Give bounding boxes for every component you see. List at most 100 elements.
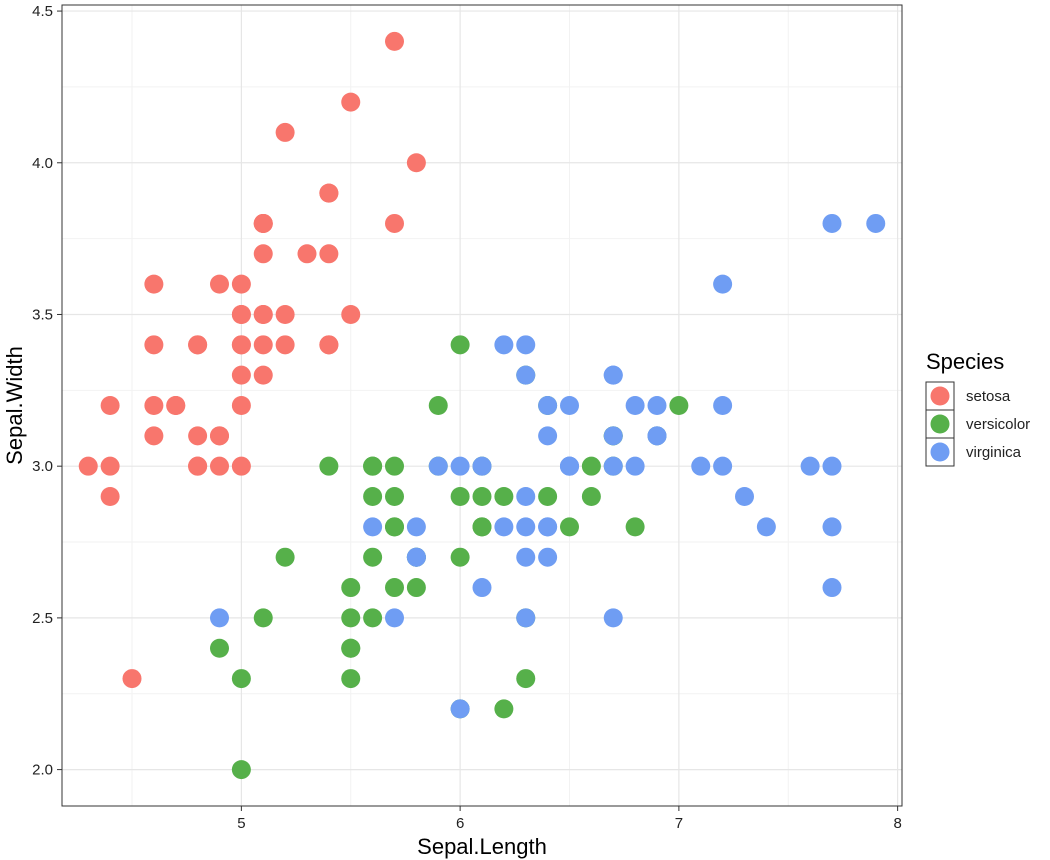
data-point-virginica: [560, 396, 579, 415]
data-point-setosa: [275, 304, 295, 324]
data-point-setosa: [188, 335, 208, 355]
data-point-versicolor: [253, 608, 273, 628]
data-point-setosa: [210, 426, 229, 446]
y-tick-label: 3.5: [32, 306, 53, 323]
data-point-virginica: [713, 396, 733, 415]
data-point-virginica: [866, 213, 886, 233]
legend-label-setosa: setosa: [966, 388, 1011, 405]
data-point-setosa: [319, 335, 339, 355]
data-point-virginica: [647, 396, 667, 415]
data-point-setosa: [385, 31, 404, 51]
data-point-setosa: [275, 335, 295, 355]
data-point-setosa: [297, 244, 317, 264]
data-points: [78, 31, 886, 780]
data-point-setosa: [144, 426, 164, 446]
data-point-versicolor: [450, 335, 470, 355]
data-point-virginica: [516, 547, 536, 567]
data-point-virginica: [691, 456, 711, 476]
data-point-versicolor: [385, 456, 404, 476]
data-point-virginica: [538, 426, 558, 446]
data-point-setosa: [166, 396, 186, 415]
x-tick-label: 6: [456, 815, 464, 832]
data-point-setosa: [231, 365, 251, 385]
gridlines: [62, 5, 902, 806]
data-point-virginica: [822, 517, 842, 537]
data-point-virginica: [822, 578, 842, 598]
data-point-versicolor: [385, 578, 404, 598]
data-point-versicolor: [319, 456, 339, 476]
data-point-versicolor: [625, 517, 645, 537]
data-point-virginica: [647, 426, 667, 446]
x-axis-title: Sepal.Length: [417, 834, 547, 859]
legend: Species setosa versicolor virginica: [925, 349, 1030, 467]
data-point-virginica: [494, 517, 514, 537]
data-point-versicolor: [231, 669, 251, 689]
data-point-setosa: [253, 244, 273, 264]
x-axis: 5 6 7 8: [237, 806, 902, 832]
data-point-setosa: [100, 487, 120, 507]
data-point-virginica: [822, 213, 842, 233]
data-point-setosa: [231, 335, 251, 355]
y-tick-label: 4.5: [32, 3, 53, 20]
data-point-virginica: [363, 517, 383, 537]
data-point-setosa: [253, 213, 273, 233]
data-point-virginica: [450, 456, 470, 476]
legend-label-versicolor: versicolor: [966, 416, 1030, 433]
data-point-versicolor: [494, 699, 514, 719]
data-point-setosa: [319, 244, 339, 264]
y-axis: 2.0 2.5 3.0 3.5 4.0 4.5: [32, 3, 62, 779]
y-tick-label: 3.0: [32, 458, 53, 475]
legend-key-marker: [930, 386, 950, 406]
data-point-setosa: [231, 274, 251, 294]
data-point-setosa: [144, 396, 164, 415]
data-point-setosa: [253, 304, 273, 324]
data-point-virginica: [516, 608, 536, 628]
legend-key-marker: [930, 442, 950, 462]
data-point-versicolor: [341, 608, 361, 628]
data-point-setosa: [231, 396, 251, 415]
data-point-virginica: [494, 335, 514, 355]
data-point-virginica: [756, 517, 776, 537]
data-point-versicolor: [494, 487, 514, 507]
data-point-versicolor: [275, 547, 295, 567]
data-point-virginica: [516, 365, 536, 385]
data-point-versicolor: [669, 396, 689, 415]
data-point-setosa: [122, 669, 142, 689]
data-point-versicolor: [231, 760, 251, 780]
data-point-setosa: [231, 456, 251, 476]
data-point-versicolor: [472, 517, 492, 537]
data-point-setosa: [144, 274, 164, 294]
data-point-virginica: [800, 456, 820, 476]
data-point-versicolor: [385, 517, 404, 537]
data-point-versicolor: [363, 547, 383, 567]
data-point-virginica: [406, 547, 426, 567]
data-point-setosa: [231, 304, 251, 324]
data-point-versicolor: [428, 396, 448, 415]
data-point-setosa: [406, 153, 426, 173]
x-tick-label: 5: [237, 815, 245, 832]
data-point-setosa: [144, 335, 164, 355]
data-point-virginica: [822, 456, 842, 476]
data-point-versicolor: [450, 547, 470, 567]
data-point-setosa: [341, 92, 361, 112]
data-point-setosa: [341, 304, 361, 324]
data-point-setosa: [253, 335, 273, 355]
y-tick-label: 4.0: [32, 155, 53, 172]
data-point-virginica: [538, 396, 558, 415]
data-point-setosa: [210, 274, 229, 294]
data-point-setosa: [188, 456, 208, 476]
data-point-virginica: [450, 699, 470, 719]
x-tick-label: 8: [893, 815, 901, 832]
data-point-versicolor: [581, 456, 601, 476]
data-point-versicolor: [472, 487, 492, 507]
data-point-virginica: [428, 456, 448, 476]
data-point-virginica: [603, 365, 623, 385]
data-point-virginica: [625, 456, 645, 476]
data-point-virginica: [603, 608, 623, 628]
data-point-virginica: [385, 608, 404, 628]
legend-items: setosa versicolor virginica: [925, 381, 1030, 467]
data-point-virginica: [538, 517, 558, 537]
data-point-versicolor: [341, 638, 361, 658]
data-point-versicolor: [538, 487, 558, 507]
data-point-virginica: [560, 456, 579, 476]
